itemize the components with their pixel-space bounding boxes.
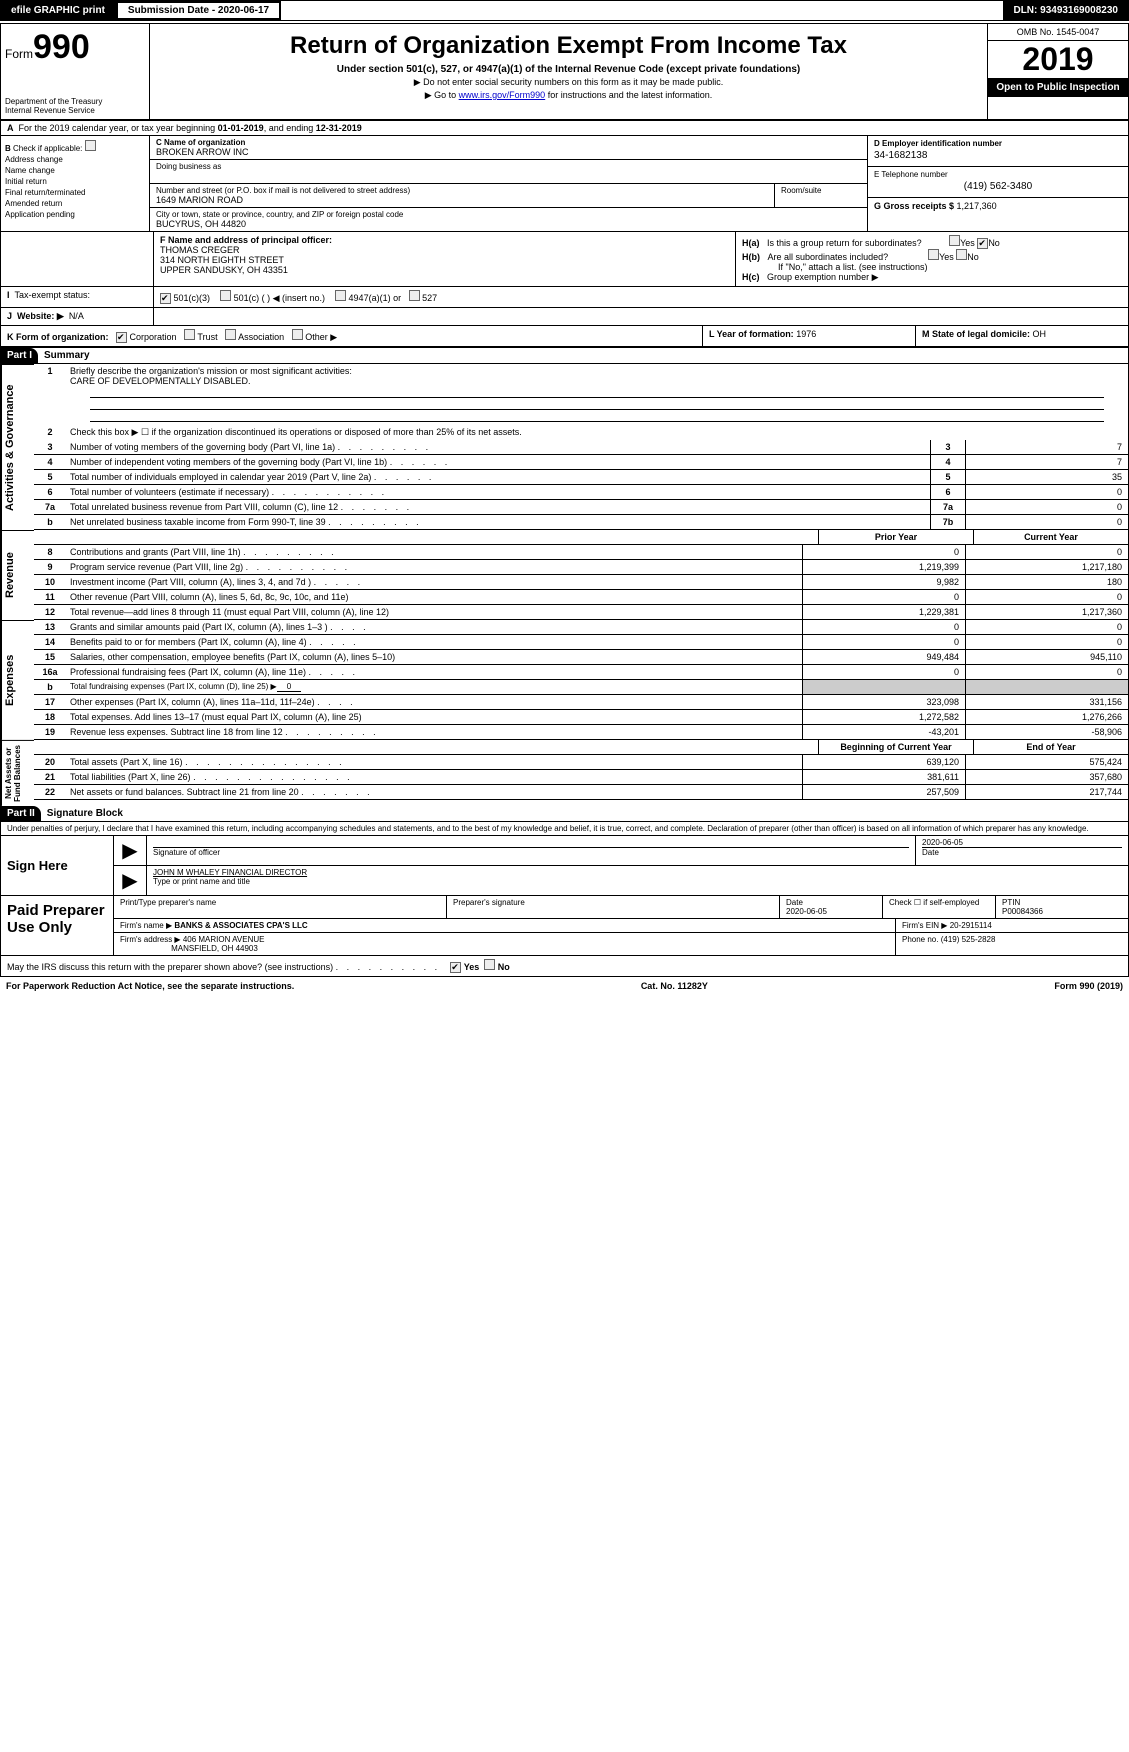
officer-name: THOMAS CREGER [160,245,240,255]
irs-link[interactable]: www.irs.gov/Form990 [459,90,546,100]
sign-here-label: Sign Here [1,836,114,895]
section-c: C Name of organization BROKEN ARROW INC … [150,136,867,231]
omb-number: OMB No. 1545-0047 [988,24,1128,41]
mission-text: CARE OF DEVELOPMENTALLY DISABLED. [70,376,251,386]
signer-name: JOHN M WHALEY FINANCIAL DIRECTOR [153,868,1122,877]
org-city: BUCYRUS, OH 44820 [156,219,861,229]
paid-preparer-label: Paid Preparer Use Only [1,896,114,955]
section-d-e-g: D Employer identification number 34-1682… [867,136,1128,231]
arrow-icon: ▶ [114,866,147,895]
vert-activities: Activities & Governance [1,364,34,530]
part2-header: Part II Signature Block [1,806,1128,822]
expenses-section: Expenses 13Grants and similar amounts pa… [1,620,1128,740]
arrow-icon: ▶ [114,836,147,865]
open-to-public: Open to Public Inspection [988,78,1128,97]
header-center: Return of Organization Exempt From Incom… [150,24,987,119]
efile-topbar: efile GRAPHIC print Submission Date - 20… [0,0,1129,21]
ein: 34-1682138 [874,148,1122,163]
row-a-tax-year: A For the 2019 calendar year, or tax yea… [1,121,1128,136]
vert-expenses: Expenses [1,620,34,740]
sign-here-block: Sign Here ▶ Signature of officer 2020-06… [1,836,1128,896]
checkbox-icon[interactable] [85,140,96,151]
form-subtitle: Under section 501(c), 527, or 4947(a)(1)… [154,64,983,75]
page-footer: For Paperwork Reduction Act Notice, see … [0,977,1129,995]
net-assets-section: Net Assets orFund Balances Beginning of … [1,740,1128,806]
dept-treasury: Department of the Treasury [5,97,145,106]
org-name: BROKEN ARROW INC [156,147,861,157]
section-b-c-d-e: B Check if applicable: Address change Na… [1,136,1128,232]
section-b: B Check if applicable: Address change Na… [1,136,150,231]
vert-net-assets: Net Assets orFund Balances [1,740,34,806]
vert-revenue: Revenue [1,530,34,620]
paid-preparer-block: Paid Preparer Use Only Print/Type prepar… [1,896,1128,955]
irs: Internal Revenue Service [5,106,145,115]
revenue-section: Revenue Prior YearCurrent Year 8Contribu… [1,530,1128,620]
discuss-row: May the IRS discuss this return with the… [1,955,1128,976]
form-prefix: Form [5,47,33,61]
activities-governance: Activities & Governance 1 Briefly descri… [1,364,1128,530]
note-goto-pre: Go to [434,90,459,100]
row-klm: K Form of organization: Corporation Trus… [1,326,1128,348]
form-header: Form990 Department of the Treasury Inter… [1,24,1128,121]
dln: DLN: 93493169008230 [1003,1,1128,20]
tax-year: 2019 [988,41,1128,78]
gross-receipts: 1,217,360 [957,201,997,211]
note-goto-post: for instructions and the latest informat… [545,90,712,100]
section-i: I Tax-exempt status: 501(c)(3) 501(c) ( … [1,287,1128,308]
header-left: Form990 Department of the Treasury Inter… [1,24,150,119]
form-number: 990 [33,28,90,66]
form-990: Form990 Department of the Treasury Inter… [0,23,1129,977]
org-address: 1649 MARION ROAD [156,195,768,205]
telephone: (419) 562-3480 [874,179,1122,194]
perjury-statement: Under penalties of perjury, I declare th… [1,822,1128,836]
section-j-k-l-m: J Website: ▶ N/A [1,308,1128,326]
room-suite-label: Room/suite [775,184,867,207]
submission-date: Submission Date - 2020-06-17 [116,1,281,20]
header-right: OMB No. 1545-0047 2019 Open to Public In… [987,24,1128,119]
part1-header: Part I Summary [1,348,1128,364]
form-title: Return of Organization Exempt From Incom… [154,32,983,60]
efile-label: efile GRAPHIC print [1,1,116,20]
note-ssn: Do not enter social security numbers on … [423,77,723,87]
section-f-h: F Name and address of principal officer:… [1,232,1128,287]
